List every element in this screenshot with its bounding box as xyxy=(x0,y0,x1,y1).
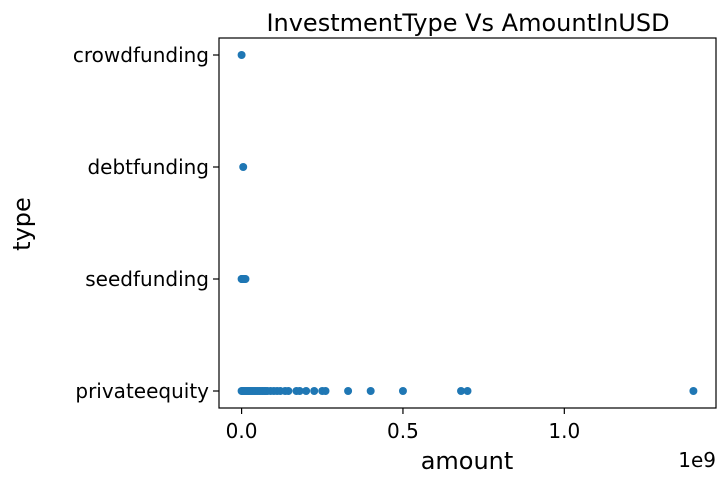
x-tick-label: 1.0 xyxy=(548,419,580,443)
data-point-debtfunding xyxy=(239,163,248,171)
x-tick-label: 0.5 xyxy=(387,419,419,443)
data-point-privateequity xyxy=(284,387,293,395)
data-point-privateequity xyxy=(457,387,466,395)
data-point-privateequity xyxy=(366,387,375,395)
y-axis-ticks: privateequity seedfunding debtfunding crowd… xyxy=(73,43,219,403)
x-axis-title: amount xyxy=(421,447,514,475)
x-tick-label: 0.0 xyxy=(226,419,258,443)
x-axis-offset-label: 1e9 xyxy=(678,448,716,472)
data-point-seedfunding xyxy=(241,275,250,283)
data-point-privateequity xyxy=(321,387,330,395)
data-point-privateequity xyxy=(302,387,311,395)
data-point-privateequity xyxy=(310,387,319,395)
y-axis-title: type xyxy=(8,197,36,251)
data-point-privateequity xyxy=(295,387,304,395)
data-point-privateequity xyxy=(689,387,698,395)
y-tick-label-debtfunding: debtfunding xyxy=(87,155,209,179)
data-point-privateequity xyxy=(344,387,353,395)
data-point-privateequity xyxy=(398,387,407,395)
data-points xyxy=(237,51,698,395)
x-axis-ticks: 0.0 0.5 1.0 xyxy=(226,408,580,443)
y-tick-label-privateequity: privateequity xyxy=(75,379,209,403)
y-tick-label-seedfunding: seedfunding xyxy=(85,267,209,291)
chart-title: InvestmentType Vs AmountInUSD xyxy=(266,9,669,37)
plot-area-frame xyxy=(218,37,717,409)
y-tick-label-crowdfunding: crowdfunding xyxy=(73,43,209,67)
data-point-crowdfunding xyxy=(237,51,246,59)
data-point-privateequity xyxy=(463,387,472,395)
